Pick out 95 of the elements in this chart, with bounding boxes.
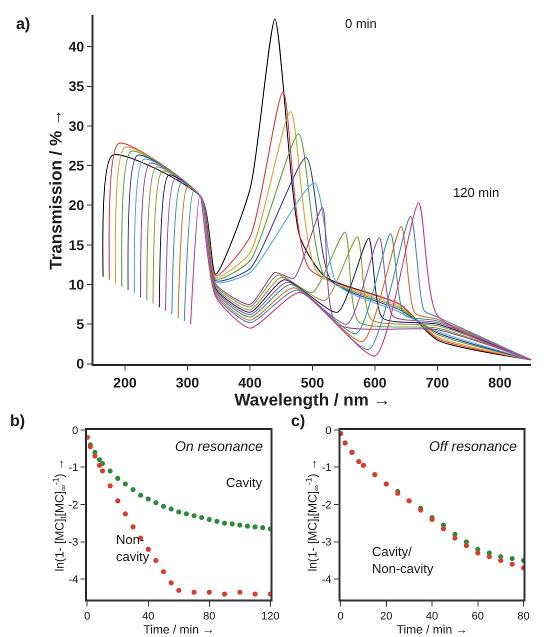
y-axis-title: Transmission / % →: [46, 109, 66, 270]
annotation: 120 min: [453, 185, 500, 200]
point: [153, 558, 158, 563]
y-tick-label: -3: [68, 536, 78, 549]
text: c): [291, 413, 306, 430]
point: [130, 524, 136, 530]
text: a): [16, 16, 30, 33]
y-tick-label: 5: [76, 316, 84, 332]
x-tick-label: 120: [261, 610, 280, 623]
x-tick-label: 0: [337, 610, 344, 623]
y-tick-label: 35: [68, 78, 84, 94]
point: [475, 550, 480, 556]
point: [122, 482, 128, 487]
x-tick-label: 80: [203, 610, 216, 623]
annotation: On resonance: [175, 438, 264, 454]
point: [222, 592, 228, 597]
x-tick-label: 600: [363, 374, 387, 390]
y-tick-label: 30: [68, 118, 84, 134]
point: [252, 592, 258, 597]
x-axis-title: Time / min →: [143, 622, 214, 637]
point: [486, 554, 492, 560]
x-tick-label: 40: [426, 610, 438, 623]
point: [115, 498, 120, 504]
x-tick-label: 500: [300, 374, 324, 390]
point: [192, 590, 197, 595]
point: [108, 483, 113, 488]
point: [146, 496, 151, 502]
x-tick-label: 800: [488, 374, 512, 390]
point: [108, 468, 113, 474]
point: [176, 588, 182, 593]
annotation: Off resonance: [429, 438, 518, 454]
point: [498, 558, 504, 563]
point: [96, 457, 102, 462]
point: [92, 454, 98, 459]
x-tick-label: 300: [176, 374, 200, 390]
x-tick-label: 40: [142, 610, 154, 623]
x-tick-label: 60: [472, 610, 484, 623]
y-tick-label: 0: [72, 424, 78, 437]
point: [510, 556, 515, 562]
x-tick-label: 20: [380, 610, 392, 623]
x-tick-label: 400: [238, 374, 262, 390]
x-axis-title: Wavelength / nm →: [234, 390, 391, 410]
y-tick-label: -3: [322, 536, 332, 549]
x-axis-title: Time / min →: [396, 622, 468, 637]
point: [184, 511, 189, 516]
point: [146, 546, 151, 552]
y-tick-label: 40: [68, 38, 84, 55]
y-tick-label: -1: [322, 462, 332, 474]
point: [96, 462, 102, 468]
y-tick-label: -2: [68, 499, 78, 512]
y-tick-label: -2: [322, 499, 332, 512]
x-tick-label: 700: [426, 374, 450, 390]
point: [237, 522, 242, 528]
point: [206, 590, 212, 595]
y-tick-label: 0: [76, 356, 84, 372]
point: [176, 510, 182, 515]
point: [260, 525, 266, 530]
point: [452, 536, 458, 541]
y-tick-label: -1: [68, 462, 78, 474]
annotation: Non- cavity: [116, 532, 150, 564]
point: [510, 562, 515, 567]
text: b): [10, 413, 26, 430]
point: [168, 580, 174, 586]
y-tick-label: -4: [322, 574, 332, 586]
y-tick-label: 10: [68, 276, 84, 292]
point: [168, 506, 174, 512]
point: [192, 513, 197, 518]
x-tick-label: 80: [517, 610, 530, 623]
point: [464, 543, 469, 548]
y-tick-label: 25: [68, 158, 84, 174]
point: [440, 526, 446, 532]
annotation: 0 min: [345, 16, 377, 31]
x-tick-label: 200: [113, 374, 137, 390]
point: [122, 511, 128, 516]
point: [100, 468, 105, 474]
y-tick-label: -4: [68, 574, 78, 586]
point: [153, 500, 158, 506]
point: [222, 520, 228, 526]
point: [115, 476, 120, 481]
point: [237, 590, 242, 595]
point: [252, 524, 258, 530]
y-tick-label: 15: [68, 236, 84, 253]
point: [214, 518, 220, 524]
point: [244, 524, 250, 529]
y-tick-label: 20: [68, 197, 84, 214]
point: [199, 515, 204, 520]
point: [130, 487, 136, 492]
y-tick-label: 0: [325, 424, 332, 437]
point: [161, 569, 166, 574]
point: [206, 516, 212, 522]
point: [138, 492, 144, 498]
annotation: Cavity/ Non-cavity: [372, 544, 434, 576]
annotation: Cavity: [226, 475, 263, 490]
point: [161, 504, 166, 509]
point: [230, 521, 235, 526]
